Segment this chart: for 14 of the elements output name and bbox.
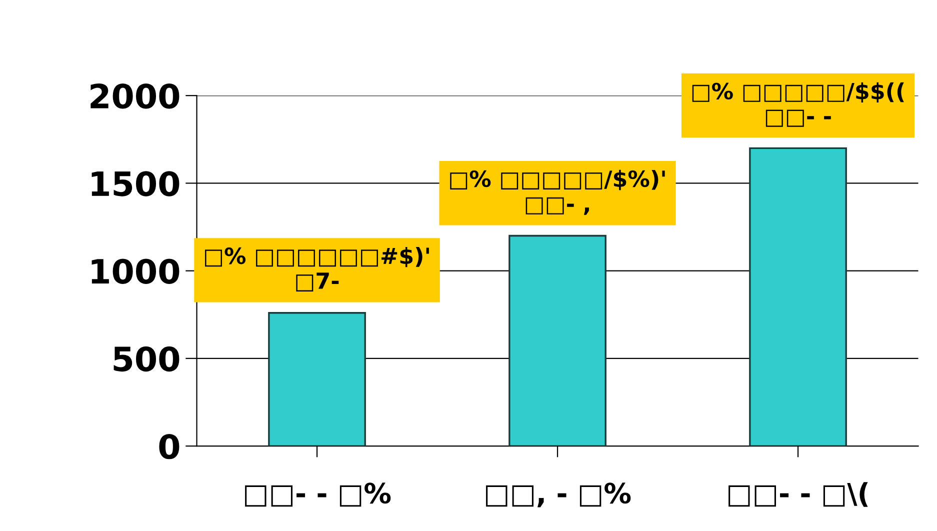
annotation: □% □□□□□□#$)' □7- xyxy=(205,247,429,292)
y-tick-label: 1500 xyxy=(92,171,180,196)
annotation: □% □□□□□/$%)' □□- , xyxy=(450,170,665,215)
x-tick-label: □□, - □% xyxy=(486,482,631,508)
annotation: □% □□□□□/$$(( □□- - xyxy=(692,82,904,127)
bar xyxy=(508,234,606,446)
x-tick-label: □□- - □\( xyxy=(728,482,868,507)
y-tick-label: 500 xyxy=(114,346,180,372)
x-tick-label: □□- - □% xyxy=(245,482,391,507)
y-tick-label: 2000 xyxy=(90,84,180,109)
bar xyxy=(749,147,847,446)
y-tick-label: 0 xyxy=(159,434,180,460)
y-tick-label: 1000 xyxy=(92,258,180,284)
bar xyxy=(268,312,366,446)
